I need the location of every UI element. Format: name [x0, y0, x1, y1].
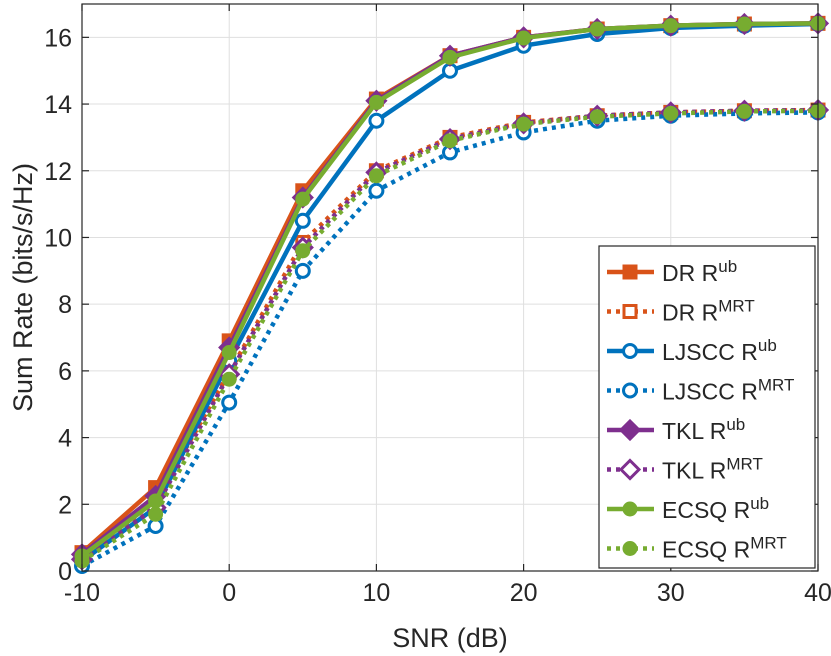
legend-marker	[622, 264, 638, 280]
y-tick-label: 2	[58, 491, 72, 519]
data-point	[295, 243, 311, 259]
data-point	[516, 30, 532, 46]
legend-label: LJSCC Rub	[662, 336, 777, 365]
data-point	[368, 94, 384, 110]
x-tick-label: 0	[222, 579, 236, 607]
legend-marker	[622, 382, 638, 399]
legend-marker	[622, 501, 638, 517]
legend-marker	[618, 458, 642, 481]
axes-box	[81, 3, 819, 572]
data-point	[516, 116, 532, 132]
x-tick-label: 30	[657, 579, 685, 607]
data-point	[663, 18, 679, 34]
y-tick-label: 16	[44, 24, 72, 52]
data-point	[368, 168, 384, 184]
data-point	[589, 21, 605, 37]
series-layer	[70, 12, 830, 574]
data-point	[663, 105, 679, 121]
y-tick-label: 6	[58, 358, 72, 386]
series-line	[80, 108, 819, 563]
legend-item: LJSCC Rub	[607, 336, 777, 365]
legend-marker	[622, 541, 638, 556]
data-point	[442, 49, 458, 65]
data-point	[442, 133, 458, 149]
x-tick-label: 20	[510, 579, 538, 607]
data-point	[368, 112, 385, 129]
x-tick-label: 40	[804, 579, 831, 607]
data-point	[589, 109, 605, 125]
data-point	[294, 212, 311, 229]
y-tick-label: 8	[58, 291, 72, 319]
legend-marker	[622, 304, 638, 319]
legend-item: DR Rub	[607, 257, 737, 286]
data-point	[221, 394, 238, 411]
series-line	[80, 107, 819, 562]
data-point	[148, 506, 164, 522]
y-tick-label: 14	[44, 91, 72, 119]
legend-item: ECSQ RMRT	[607, 534, 787, 563]
x-tick-label: -10	[64, 579, 100, 607]
data-point	[221, 371, 237, 387]
x-tick-label: 10	[362, 579, 390, 607]
data-point	[295, 191, 311, 207]
data-point	[221, 345, 237, 361]
legend-marker	[618, 418, 642, 442]
legend-label: DR Rub	[662, 257, 737, 286]
data-point	[368, 182, 385, 199]
y-tick-label: 12	[44, 158, 72, 186]
y-tick-label: 10	[44, 224, 72, 252]
data-point	[736, 16, 752, 32]
y-axis-label: Sum Rate (bits/s/Hz)	[8, 163, 38, 412]
data-point	[294, 262, 311, 279]
legend-label: ECSQ RMRT	[662, 534, 787, 563]
data-point	[736, 103, 752, 119]
legend-marker	[622, 343, 638, 359]
data-point	[148, 493, 164, 509]
y-tick-label: 4	[58, 425, 72, 453]
x-axis-label: SNR (dB)	[392, 623, 508, 653]
y-tick-label: 0	[58, 558, 72, 586]
